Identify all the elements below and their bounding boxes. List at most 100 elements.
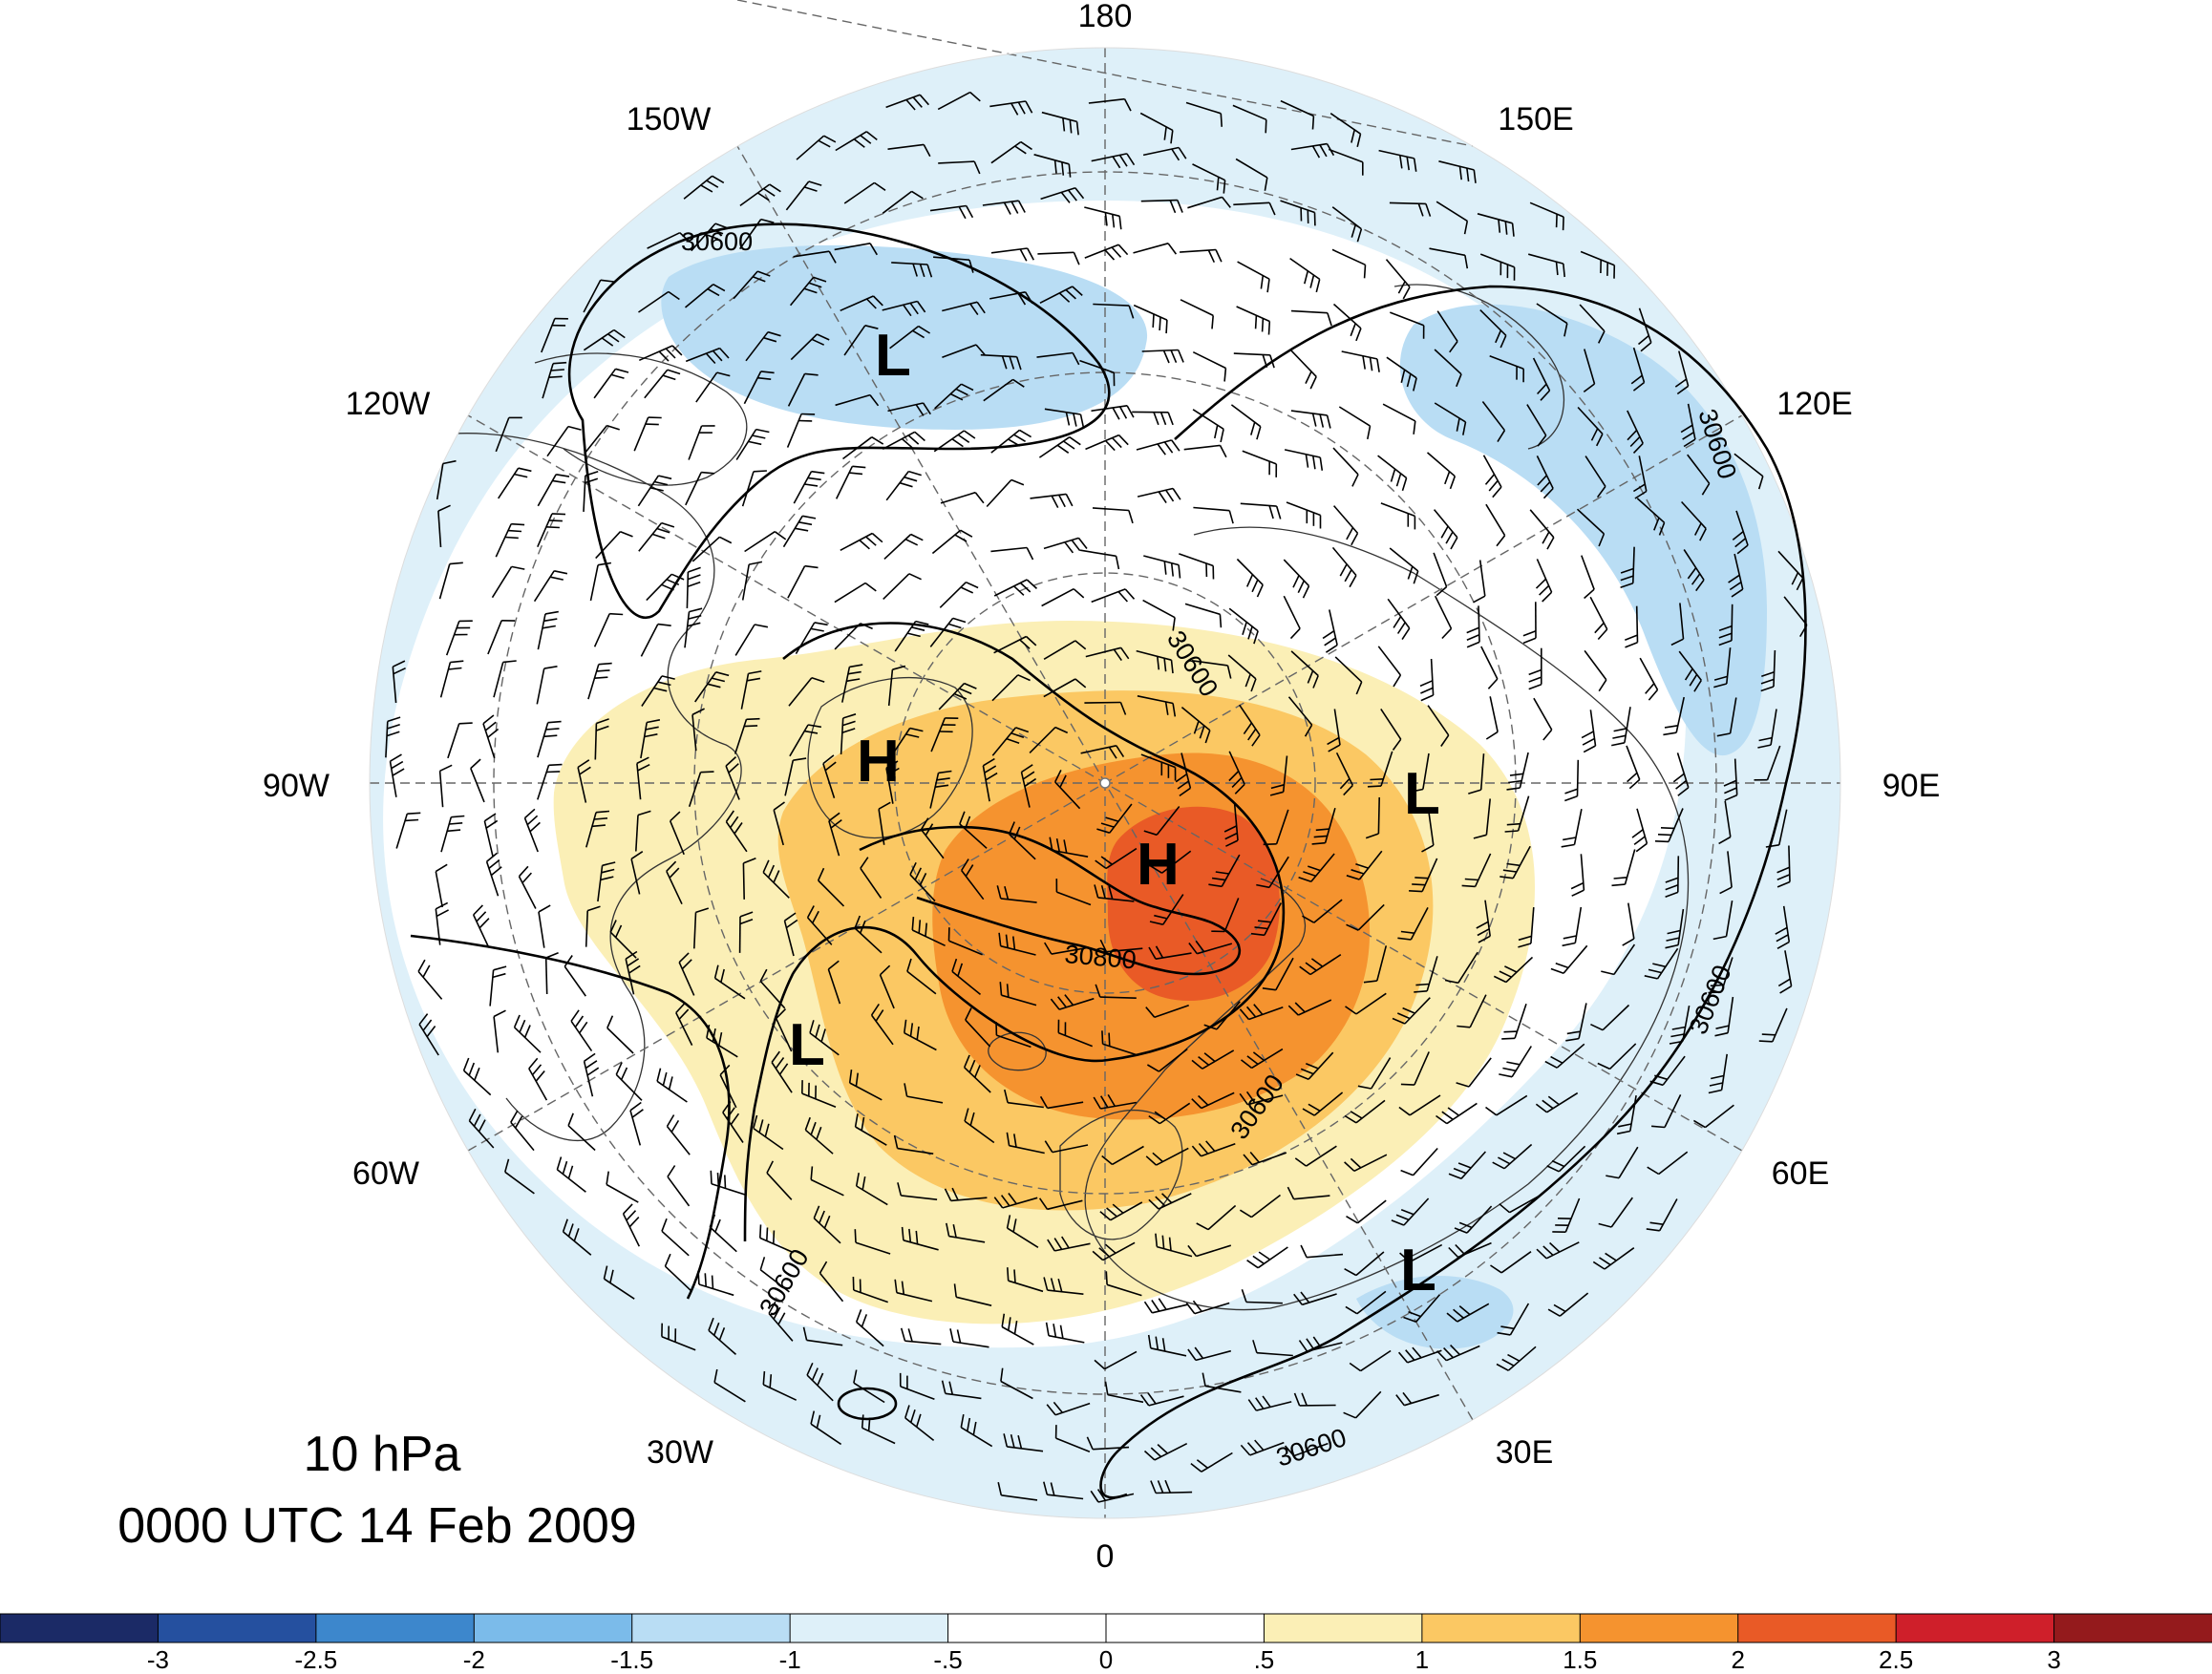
colorbar-swatch (2053, 1613, 2212, 1643)
wind-barb-feather (1473, 834, 1487, 839)
wind-barb-feather (1328, 744, 1341, 752)
wind-barb-shaft (1682, 1005, 1691, 1042)
wind-barb-shaft (389, 761, 397, 797)
wind-barb-feather (1436, 585, 1448, 597)
wind-barb-feather (1450, 1345, 1460, 1356)
wind-barb-feather (1241, 1288, 1247, 1303)
wind-barb-feather (670, 811, 681, 822)
wind-barb-feather (1634, 490, 1648, 499)
wind-barb-feather (519, 1019, 526, 1033)
wind-barb-shaft (491, 565, 513, 599)
wind-barb-feather (1059, 774, 1067, 788)
wind-barb-shaft (1687, 454, 1711, 484)
wind-barb-shaft (436, 463, 444, 500)
wind-barb-shaft (1180, 299, 1214, 317)
wind-barb-feather (661, 521, 675, 528)
wind-barb-shaft (1033, 154, 1070, 165)
wind-barb-feather (1162, 350, 1170, 364)
wind-barb-feather (1485, 731, 1499, 740)
wind-barb-feather (1443, 1347, 1454, 1359)
wind-barb-feather (1193, 720, 1200, 734)
wind-barb-shaft (587, 664, 600, 700)
wind-barb-shaft (883, 533, 912, 560)
wind-barb-feather (511, 565, 525, 570)
wind-barb-feather (1163, 561, 1167, 575)
wind-barb-feather (1163, 658, 1167, 672)
wind-barb-feather (911, 917, 915, 931)
wind-barb-shaft (1574, 906, 1583, 943)
wind-barb-feather (1069, 436, 1081, 446)
wind-barb-feather (387, 723, 400, 730)
wind-barb-feather (1496, 1363, 1509, 1371)
wind-barb-feather (919, 264, 925, 278)
wind-barb-shaft (1360, 1349, 1392, 1372)
wind-barb-feather (1013, 434, 1027, 442)
wind-barb-feather (871, 532, 883, 543)
wind-barb-feather (957, 963, 964, 977)
wind-barb-shaft (1310, 853, 1335, 882)
wind-barb-feather (490, 866, 502, 877)
wind-barb-feather (804, 372, 819, 376)
wind-barb-shaft (1578, 1003, 1587, 1039)
wind-barb-feather (1598, 1222, 1612, 1228)
wind-barb-feather (1779, 985, 1793, 994)
colorbar-tick-label: .5 (1254, 1645, 1275, 1674)
wind-barb-feather (1305, 454, 1309, 468)
wind-barb-feather (912, 96, 923, 108)
wind-barb-feather (960, 586, 974, 594)
wind-barb-feather (1506, 787, 1521, 791)
wind-barb-shaft (934, 383, 963, 410)
wind-barb-feather (1400, 1208, 1414, 1216)
wind-barb-feather (1710, 984, 1724, 987)
map-boundary (369, 47, 1841, 1519)
wind-barb-shaft (395, 813, 409, 849)
wind-barb-feather (1053, 1324, 1057, 1338)
wind-barb-shaft (1414, 1051, 1430, 1086)
wind-barb-feather (620, 1067, 628, 1081)
wind-barb-feather (1250, 421, 1256, 435)
wind-barb-shaft (604, 1278, 635, 1300)
wind-barb-feather (1598, 533, 1606, 547)
wind-barb-feather (678, 952, 690, 964)
wind-barb-shaft (1629, 1094, 1637, 1132)
wind-barb-feather (704, 1273, 707, 1287)
wind-barb-feather (1595, 434, 1604, 447)
wind-barb-shaft (964, 1067, 991, 1093)
wind-barb-feather (1154, 914, 1168, 920)
wind-barb-feather (603, 1265, 608, 1280)
wind-barb-shaft (1047, 1101, 1084, 1110)
wind-barb-shaft (711, 1183, 747, 1197)
wind-barb-shaft (938, 683, 966, 710)
wind-barb-feather (615, 1062, 623, 1075)
wind-barb-shaft (965, 1019, 991, 1048)
wind-barb-shaft (495, 523, 512, 558)
wind-barb-feather (901, 1281, 905, 1295)
wind-barb-feather (1310, 958, 1324, 967)
wind-barb-shaft (1100, 1101, 1137, 1110)
wind-barb-feather (661, 675, 675, 680)
wind-barb-shaft (523, 817, 539, 853)
wind-barb-feather (1473, 169, 1477, 183)
wind-barb-feather (1249, 1151, 1260, 1163)
wind-barb-shaft (911, 929, 946, 947)
wind-barb-shaft (1192, 409, 1224, 430)
wind-barb-feather (1555, 214, 1558, 228)
wind-barb-shaft (1545, 1241, 1580, 1260)
wind-barb-feather (1312, 456, 1316, 470)
wind-barb-feather (653, 687, 668, 692)
wind-barb-feather (1553, 1303, 1566, 1313)
wind-barb-feather (637, 810, 651, 816)
wind-barb-feather (807, 477, 821, 481)
contour-label: 30600 (754, 1244, 815, 1321)
wind-barb-shaft (483, 820, 494, 857)
wind-barb-feather (1006, 1215, 1011, 1229)
wind-barb-shaft (1530, 907, 1535, 944)
wind-barb-feather (1571, 889, 1585, 897)
wind-barb-feather (1542, 487, 1554, 499)
wind-barb-feather (1631, 829, 1644, 838)
wind-barb-feather (1223, 368, 1227, 382)
wind-barb-feather (1675, 779, 1688, 790)
wind-barb-feather (1319, 413, 1325, 428)
wind-barb-feather (1185, 1303, 1196, 1315)
wind-barb-feather (1064, 994, 1074, 1007)
